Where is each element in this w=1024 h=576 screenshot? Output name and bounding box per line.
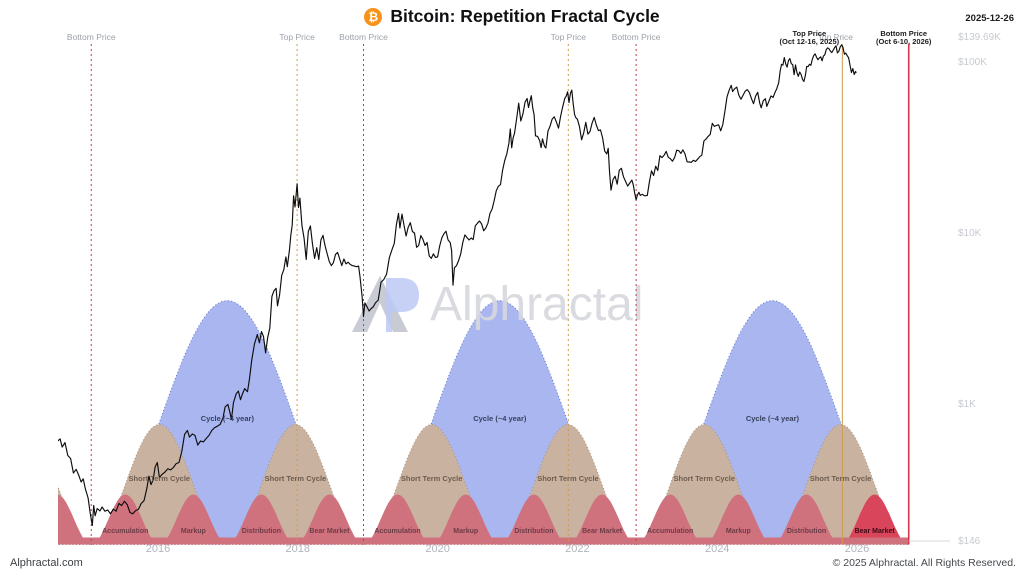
short-term-cycle-label: Short Term Cycle (673, 474, 735, 483)
page-title: Bitcoin: Repetition Fractal Cycle (390, 6, 660, 26)
phase-hump-accumulation (91, 494, 160, 545)
bitcoin-icon: ₿ (364, 7, 383, 26)
phase-hump-distribution (227, 494, 296, 545)
phase-label-bear-market: Bear Market (855, 528, 896, 535)
cycle-hump (58, 509, 92, 545)
top-price-annotation-date: (Oct 12-16, 2025) (780, 37, 840, 46)
phase-label-markup: Markup (181, 528, 206, 535)
short-term-hump (58, 485, 92, 545)
bottom-price-label: Bottom Price (612, 32, 661, 42)
watermark-text: Alphractal (430, 278, 643, 331)
phase-hump-distribution (0, 495, 23, 545)
phase-hump-markup (431, 494, 500, 545)
cycle-labels: Cycle (~4 year) Short Term Cycle Short Ter… (102, 414, 895, 535)
y-axis-label: $10K (958, 228, 982, 239)
x-axis-label: 2020 (425, 543, 449, 555)
bottom-price-annotation-date: (Oct 6-10, 2026) (876, 37, 932, 46)
y-axis-label: $139.69K (958, 32, 1001, 43)
watermark: Alphractal (352, 276, 643, 332)
x-axis-label: 2018 (286, 543, 310, 555)
phase-label-accumulation: Accumulation (102, 528, 148, 535)
phase-hump-bear-market (568, 494, 637, 545)
short-term-cycle-label: Short Term Cycle (537, 474, 599, 483)
bottom-price-label: Bottom Price (339, 32, 388, 42)
cycle-label: Cycle (~4 year) (746, 414, 800, 423)
watermark-logo-a (352, 276, 408, 332)
site-label: Alphractal.com (10, 557, 83, 569)
top-price-label: Top Price (818, 32, 854, 42)
phase-label-distribution: Distribution (514, 528, 553, 535)
phase-hump-distribution (772, 494, 841, 545)
phase-hump-accumulation (363, 494, 432, 545)
phase-hump-bear-market (295, 494, 364, 545)
cycle-humps (0, 299, 909, 545)
phase-label-accumulation: Accumulation (374, 528, 420, 535)
phase-label-bear-market: Bear Market (582, 528, 623, 535)
phase-label-bear-market: Bear Market (309, 528, 350, 535)
short-term-cycle-label: Short Term Cycle (129, 474, 191, 483)
short-term-cycle-label: Short Term Cycle (401, 474, 463, 483)
chart-header: ₿ Bitcoin: Repetition Fractal Cycle (0, 6, 1024, 27)
watermark-logo-p (386, 278, 419, 332)
baseline-strip (58, 537, 909, 545)
phase-hump-markup (159, 494, 228, 545)
short-term-cycle-label: Short Term Cycle (810, 474, 872, 483)
top-price-annotation: Top Price (793, 29, 827, 38)
cycle-label: Cycle (~4 year) (473, 414, 527, 423)
copyright-label: © 2025 Alphractal. All Rights Reserved. (832, 557, 1016, 569)
axis-labels: $139.69K $100K $10K $1K $146 2016 2018 2020 2022… (146, 32, 1001, 555)
y-axis-label: $1K (958, 399, 976, 410)
bottom-price-label: Bottom Price (67, 32, 116, 42)
plot-area (0, 299, 909, 545)
price-line (58, 44, 857, 526)
phase-hump-bear-market (58, 494, 92, 545)
phase-label-markup: Markup (726, 528, 751, 535)
bottom-price-annotation: Bottom Price (880, 29, 927, 38)
phase-label-distribution: Distribution (787, 528, 826, 535)
phase-hump-accumulation (636, 494, 705, 545)
short-term-cycle-label: Short Term Cycle (265, 474, 327, 483)
x-axis-label: 2022 (565, 543, 589, 555)
y-axis-label: $100K (958, 57, 987, 68)
phase-hump-distribution (499, 494, 568, 545)
x-axis-label: 2016 (146, 543, 170, 555)
top-price-label: Top Price (551, 32, 587, 42)
phase-label-markup: Markup (453, 528, 478, 535)
cycle-lines (90, 44, 910, 545)
current-date-label: 2025-12-26 (965, 13, 1014, 24)
phase-hump-bear-market (840, 494, 909, 545)
phase-label-accumulation: Accumulation (647, 528, 693, 535)
cycle-label: Cycle (~4 year) (201, 414, 255, 423)
y-axis-label: $146 (958, 536, 981, 547)
top-annotations: Bottom Price Bottom Price Bottom Price Bott… (67, 29, 932, 46)
phase-label-distribution: Distribution (242, 528, 281, 535)
top-price-label: Top Price (279, 32, 315, 42)
x-axis-label: 2026 (845, 543, 869, 555)
x-axis-label: 2024 (705, 543, 729, 555)
phase-hump-markup (704, 494, 773, 545)
